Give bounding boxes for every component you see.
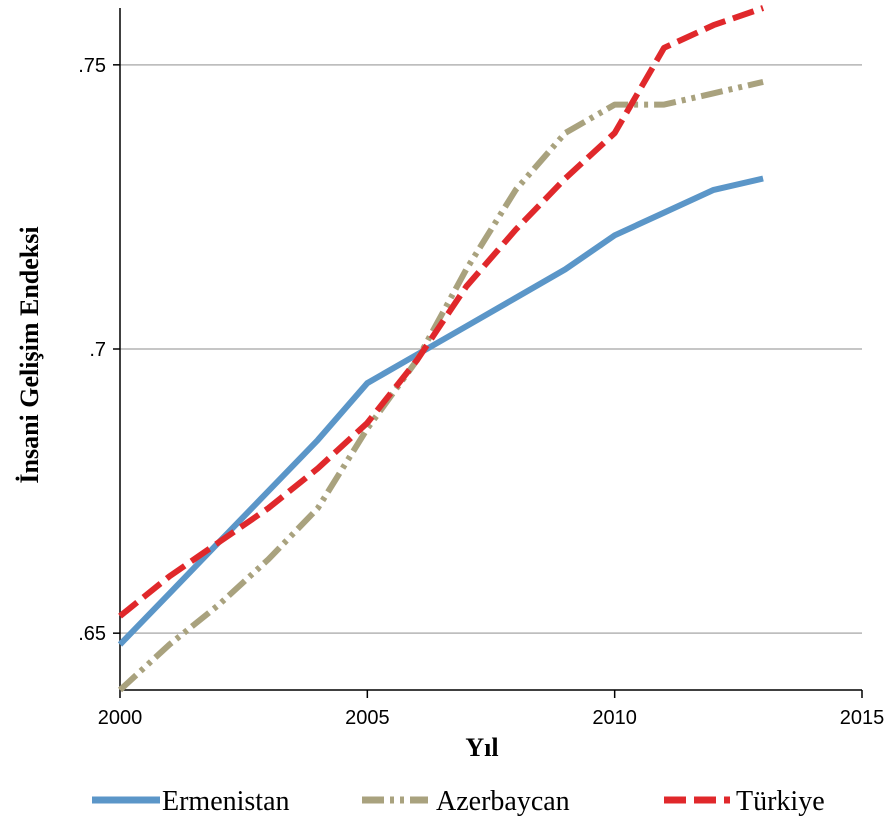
- legend-label: Azerbaycan: [436, 786, 570, 817]
- y-tick-label: .65: [78, 623, 106, 645]
- legend-label: Ermenistan: [162, 786, 290, 817]
- y-axis-title: İnsani Gelişim Endeksi: [15, 226, 44, 483]
- x-tick-label: 2005: [345, 707, 390, 729]
- x-tick-label: 2015: [840, 707, 885, 729]
- x-tick-label: 2000: [98, 707, 143, 729]
- series-line-ermenistan: [117, 175, 764, 647]
- x-tick-label: 2010: [592, 707, 637, 729]
- axes: .65 .7 .75 2000 2005 2010 2015: [78, 8, 884, 729]
- x-axis-title: Yıl: [465, 733, 498, 762]
- gridlines: [120, 64, 862, 634]
- y-tick-label: .7: [89, 339, 106, 361]
- series-lines: [117, 5, 765, 693]
- y-tick-label: .75: [78, 55, 106, 77]
- legend: Ermenistan Azerbaycan Türkiye: [92, 786, 825, 817]
- series-line-azerbaycan: [117, 78, 764, 693]
- series-line-t-rkiye: [118, 5, 765, 619]
- legend-label: Türkiye: [736, 786, 825, 817]
